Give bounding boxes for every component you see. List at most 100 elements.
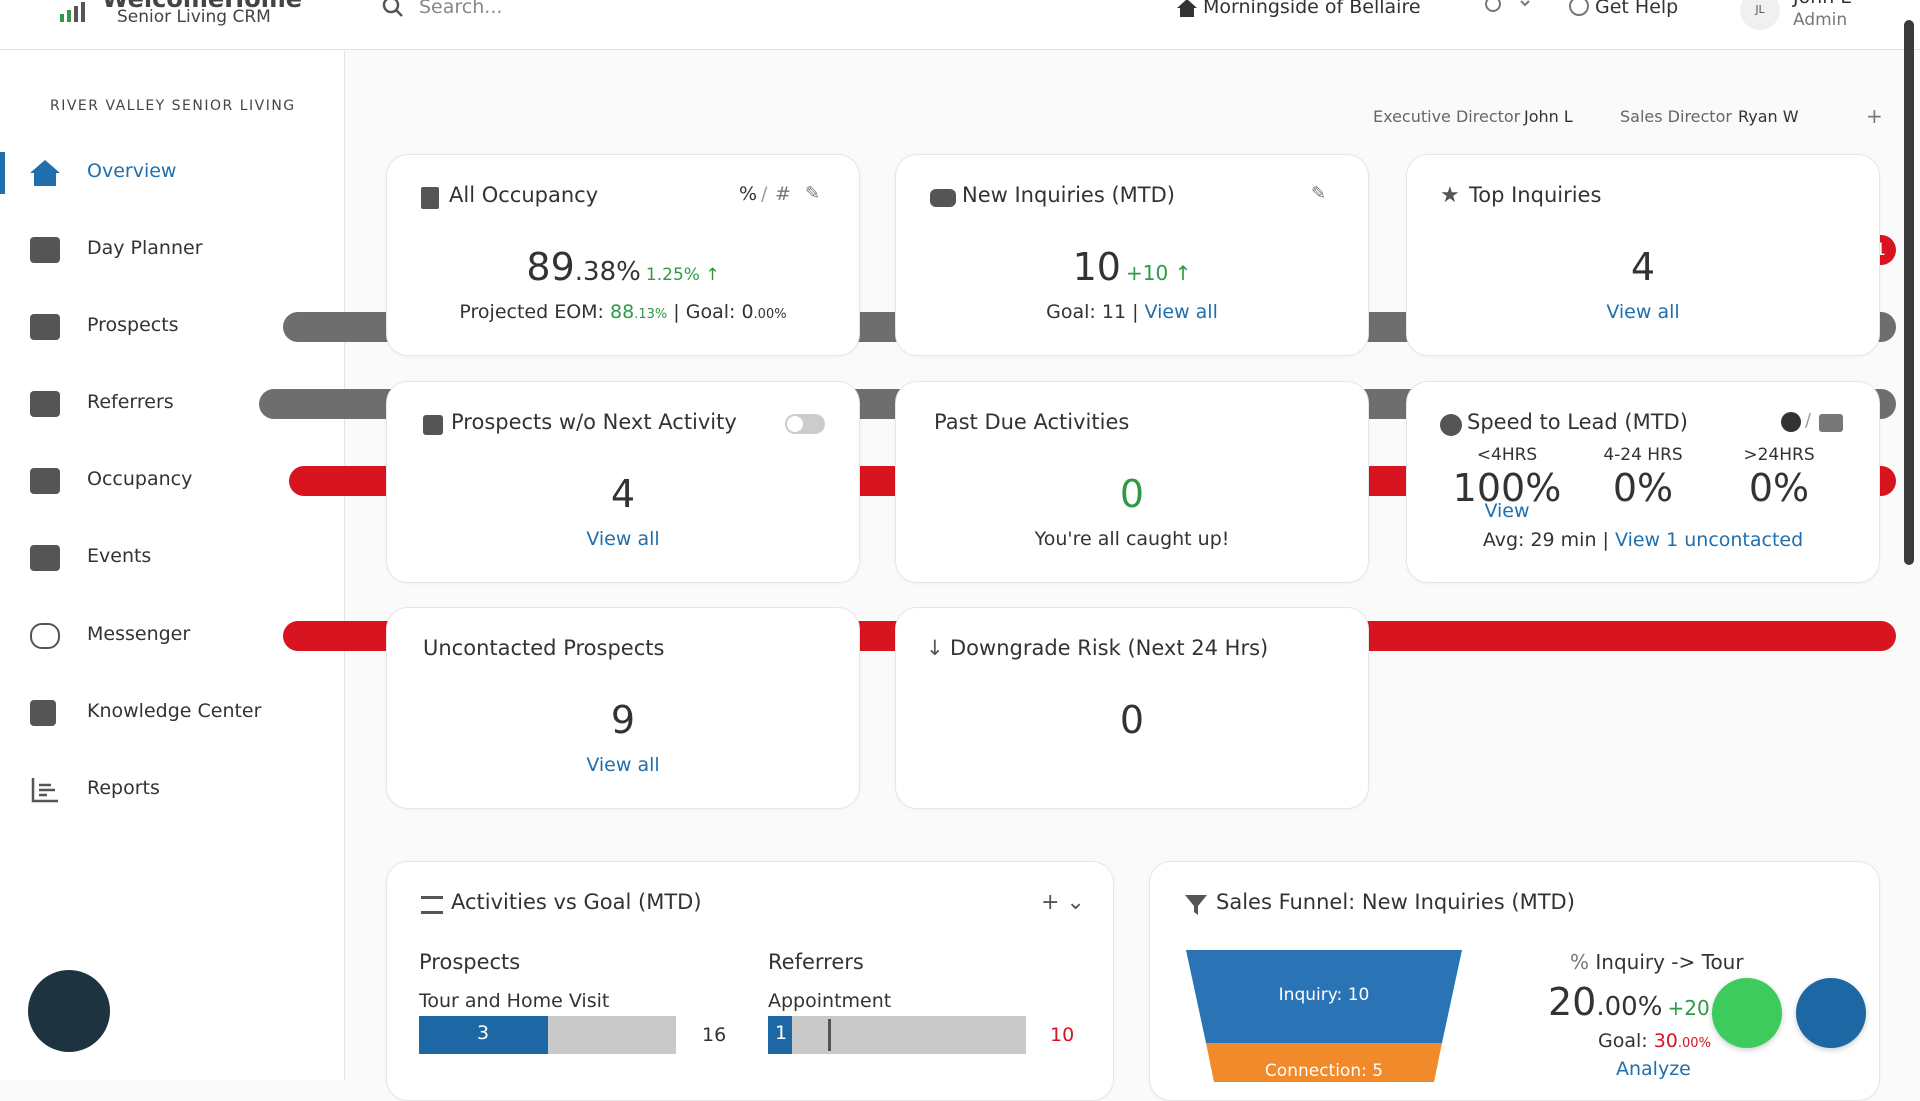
conversion-text: Inquiry -> Tour [1595,950,1744,974]
nav-icon [30,545,60,571]
nav-item[interactable]: Messenger [87,623,191,645]
pace-marker [828,1019,831,1051]
group-heading: Referrers [768,950,864,974]
director-role: Sales Director [1620,107,1732,126]
card-icon [421,187,439,209]
uncontacted-link[interactable]: View 1 uncontacted [1614,529,1804,551]
logo-subtitle: Senior Living CRM [117,7,271,27]
up-arrow: ↑ [1168,261,1192,285]
goal-decimal: .00% [753,307,787,322]
add-prospect-button[interactable] [1712,978,1782,1048]
projected-label: Projected EOM: [459,301,604,323]
card-title[interactable]: New Inquiries (MTD) [962,183,1175,207]
bucket-label: <4HRS [1476,445,1538,465]
funnel-stage-label: Connection: 5 [1264,1061,1384,1081]
analyze-link[interactable]: Analyze [1616,1058,1691,1080]
calendar-toggle[interactable] [1819,414,1843,432]
nav-item[interactable]: Overview [87,160,177,182]
nav-icon [30,314,60,340]
nav-icon [30,468,60,494]
logo-icon [60,2,85,22]
view-all-link[interactable]: View all [1606,301,1680,323]
nav-icon [30,700,56,726]
card-icon [421,896,443,914]
progress-goal: 10 [1050,1024,1075,1046]
nav-item[interactable]: Reports [87,777,160,799]
edit-button[interactable]: ✎ [1311,183,1327,204]
funnel-chart [1186,950,1462,1082]
past-due-card: Past Due Activities 0 You're all caught … [895,381,1369,583]
nav-icon [30,391,60,417]
bucket-value: 0% [1612,466,1674,510]
director-name[interactable]: John L [1524,107,1573,126]
conversion-label: % Inquiry -> Tour [1570,950,1744,974]
funnel-stage-label: Inquiry: 10 [1278,985,1370,1005]
card-title[interactable]: Speed to Lead (MTD) [1467,410,1688,434]
goal-label: Goal: [1598,1030,1648,1052]
add-button[interactable]: + ⌄ [1041,890,1085,915]
card-value: 0 [1119,472,1145,516]
help-icon [1569,0,1589,16]
time-toggle[interactable] [1781,412,1801,432]
inquiries-value: 10 +10 ↑ [896,245,1368,289]
view-all-link[interactable]: View all [586,528,660,550]
nav-item[interactable]: Day Planner [87,237,203,259]
nav-item[interactable]: Prospects [87,314,179,336]
card-icon: ↓ [926,636,944,660]
average-text: Avg: 29 min | [1482,529,1609,551]
progress-fill [419,1016,548,1054]
toggle-switch[interactable] [785,414,825,434]
help-menu[interactable]: Get Help [1595,0,1679,18]
nav-item[interactable]: Knowledge Center [87,700,262,722]
active-indicator [0,152,5,194]
toggle-knob [787,416,803,432]
card-title[interactable]: Downgrade Risk (Next 24 Hrs) [950,636,1269,660]
edit-button[interactable]: ✎ [805,183,821,204]
view-all-link[interactable]: View all [1144,301,1218,323]
activity-name: Tour and Home Visit [419,990,610,1012]
director-name[interactable]: Ryan W [1738,107,1799,126]
card-icon: ★ [1440,183,1460,208]
home-icon [1177,0,1197,17]
speed-to-lead-card: Speed to Lead (MTD) / <4HRS 100% 4-24 HR… [1406,381,1880,583]
user-role: Admin [1793,10,1848,30]
status-message: You're all caught up! [1034,528,1230,550]
nav-item[interactable]: Referrers [87,391,174,413]
card-title: All Occupancy [449,183,599,207]
value-change: 1.25% [645,265,700,285]
add-director-button[interactable]: + [1866,104,1883,128]
community-selector[interactable]: Morningside of Bellaire [1203,0,1421,18]
value-main: 10 [1072,245,1121,289]
card-title[interactable]: Sales Funnel: New Inquiries (MTD) [1216,890,1575,914]
bucket-label: 4-24 HRS [1603,445,1683,465]
view-link[interactable]: View [1484,500,1530,522]
card-title: Prospects w/o Next Activity [451,410,737,434]
percent-toggle[interactable]: % [739,183,758,205]
conversion-value: 20.00% +20.0 [1548,980,1729,1024]
group-heading: Prospects [419,950,521,974]
director-role: Executive Director [1373,107,1521,126]
projection-line: Projected EOM: 88.13% | Goal: 0.00% [387,301,859,323]
card-title: Past Due Activities [934,410,1130,434]
progress-fill [768,1016,792,1054]
value-decimal: .00% [1596,992,1663,1022]
task-list-button[interactable] [1796,978,1866,1048]
card-title: Uncontacted Prospects [423,636,665,660]
count-toggle[interactable]: # [775,183,791,205]
goal-line: Goal: 11 | View all [896,301,1368,323]
organization-selector[interactable]: RIVER VALLEY SENIOR LIVING [50,98,296,114]
view-all-link[interactable]: View all [586,754,660,776]
nav-item[interactable]: Occupancy [87,468,193,490]
nav-item[interactable]: Events [87,545,152,567]
card-icon [930,189,956,207]
user-name[interactable]: John L [1793,0,1851,8]
logo-title: WelcomeHome [102,0,302,13]
value-decimal: .38% [574,257,641,287]
projected-decimal: .13% [634,307,668,322]
chat-support-button[interactable] [28,970,110,1052]
history-icon[interactable] [1483,0,1543,17]
search-input[interactable]: Search... [419,0,503,18]
card-value: 9 [610,698,636,742]
